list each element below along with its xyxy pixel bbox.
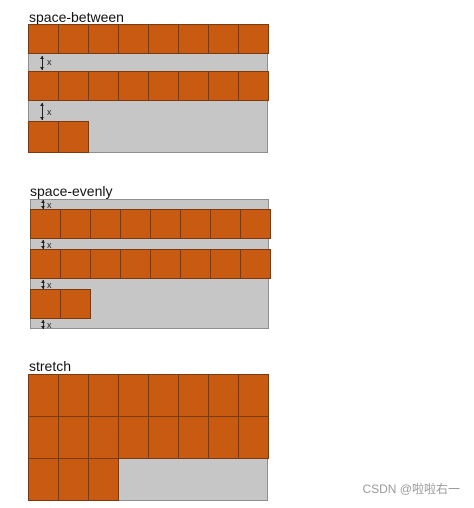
grid-item [89, 71, 119, 101]
gap-arrow-icon [41, 240, 45, 249]
grid-item [179, 374, 209, 417]
title-space-evenly: space-evenly [30, 183, 113, 199]
gap-arrow-icon [40, 56, 44, 70]
grid-item [89, 24, 119, 54]
grid-item [239, 71, 269, 101]
grid-item [28, 71, 59, 101]
gap-arrow-icon [40, 103, 44, 120]
grid-item [179, 417, 209, 459]
grid-item [89, 374, 119, 417]
grid-item [151, 249, 181, 279]
gap-label: x [47, 57, 52, 67]
grid-item [61, 209, 91, 239]
grid-item [149, 24, 179, 54]
item-row [28, 71, 269, 101]
grid-item [119, 417, 149, 459]
item-row [28, 374, 269, 417]
container-space-evenly: x x x x [30, 199, 271, 330]
grid-item [239, 24, 269, 54]
grid-item [30, 249, 61, 279]
grid-item [59, 459, 89, 501]
grid-item [59, 374, 89, 417]
grid-item [89, 459, 119, 501]
grid-item [119, 24, 149, 54]
grid-item [28, 459, 59, 501]
item-row [30, 289, 91, 319]
grid-item [211, 209, 241, 239]
item-row [28, 459, 119, 501]
grid-item [209, 374, 239, 417]
container-space-between: x x [28, 24, 269, 153]
gap-label: x [47, 240, 52, 250]
grid-item [28, 121, 59, 153]
grid-item [209, 417, 239, 459]
gap-arrow-icon [41, 280, 45, 289]
gap-label: x [47, 200, 52, 210]
item-row [28, 24, 269, 54]
gap-label: x [47, 107, 52, 117]
grid-item [121, 249, 151, 279]
grid-item [179, 24, 209, 54]
grid-item [59, 121, 89, 153]
grid-item [149, 374, 179, 417]
grid-item [59, 417, 89, 459]
grid-item [239, 374, 269, 417]
container-stretch [28, 374, 269, 501]
grid-item [241, 249, 271, 279]
grid-item [91, 249, 121, 279]
grid-item [181, 249, 211, 279]
grid-item [149, 417, 179, 459]
grid-item [241, 209, 271, 239]
grid-item [149, 71, 179, 101]
grid-item [61, 249, 91, 279]
item-row [28, 417, 269, 459]
gap-arrow-icon [41, 200, 45, 209]
grid-item [59, 71, 89, 101]
grid-item [89, 417, 119, 459]
grid-item [28, 24, 59, 54]
grid-item [151, 209, 181, 239]
item-row [30, 209, 271, 239]
grid-item [181, 209, 211, 239]
grid-item [91, 209, 121, 239]
gap-arrow-icon [41, 320, 45, 329]
title-space-between: space-between [29, 9, 124, 25]
grid-item [209, 24, 239, 54]
grid-item [119, 71, 149, 101]
grid-item [119, 374, 149, 417]
grid-item [30, 209, 61, 239]
watermark: CSDN @啦啦右一 [362, 482, 460, 496]
grid-item [28, 417, 59, 459]
grid-item [211, 249, 241, 279]
grid-item [61, 289, 91, 319]
grid-item [239, 417, 269, 459]
item-row [28, 121, 89, 153]
grid-item [59, 24, 89, 54]
grid-item [209, 71, 239, 101]
title-stretch: stretch [29, 358, 72, 374]
gap-label: x [47, 280, 52, 290]
gap-label: x [47, 320, 52, 330]
grid-item [30, 289, 61, 319]
item-row [30, 249, 271, 279]
grid-item [28, 374, 59, 417]
grid-item [121, 209, 151, 239]
grid-item [179, 71, 209, 101]
